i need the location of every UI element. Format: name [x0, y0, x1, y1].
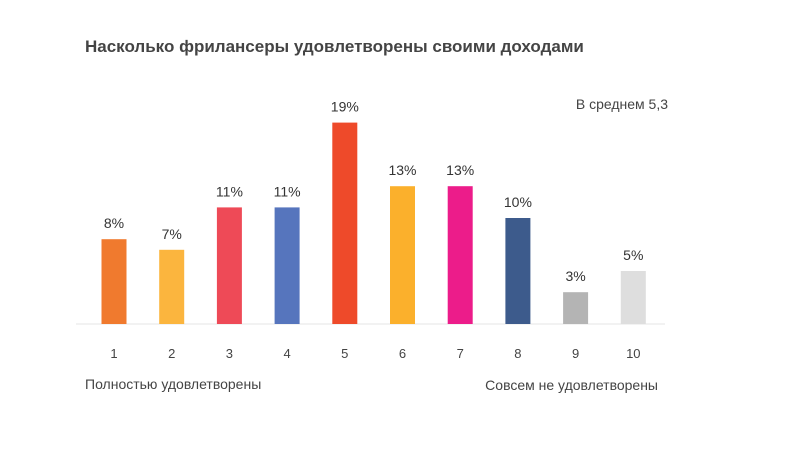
x-tick-label-5: 5: [341, 346, 348, 361]
x-tick-label-3: 3: [226, 346, 233, 361]
chart-title: Насколько фрилансеры удовлетворены своим…: [85, 37, 584, 56]
bar-6: [390, 186, 415, 324]
value-label-10: 5%: [623, 247, 643, 263]
bar-2: [159, 249, 185, 324]
x-axis-right-end-label: Совсем не удовлетворены: [485, 377, 658, 393]
bar-7: [447, 186, 473, 324]
value-label-8: 10%: [504, 194, 532, 210]
bar-9: [563, 292, 589, 324]
bar-1: [101, 239, 127, 324]
value-label-3: 11%: [216, 183, 243, 199]
average-annotation: В среднем 5,3: [575, 96, 668, 112]
value-label-6: 13%: [388, 162, 416, 178]
bar-8: [505, 218, 531, 324]
bar-5: [332, 122, 358, 324]
value-label-5: 19%: [331, 99, 359, 115]
value-label-7: 13%: [446, 162, 474, 178]
bar-4: [274, 207, 300, 324]
x-tick-label-6: 6: [399, 346, 406, 361]
value-label-1: 8%: [104, 215, 124, 231]
value-label-4: 11%: [274, 183, 301, 199]
x-tick-label-7: 7: [457, 346, 464, 361]
value-label-2: 7%: [162, 226, 182, 242]
x-axis-left-end-label: Полностью удовлетворены: [85, 376, 262, 392]
bar-10: [620, 271, 646, 324]
x-tick-label-4: 4: [283, 346, 290, 361]
value-label-9: 3%: [565, 268, 585, 284]
x-tick-label-10: 10: [626, 346, 640, 361]
x-tick-label-9: 9: [572, 346, 579, 361]
x-tick-label-1: 1: [110, 346, 117, 361]
bar-3: [216, 207, 242, 324]
x-tick-label-2: 2: [168, 346, 175, 361]
x-tick-label-8: 8: [514, 346, 521, 361]
